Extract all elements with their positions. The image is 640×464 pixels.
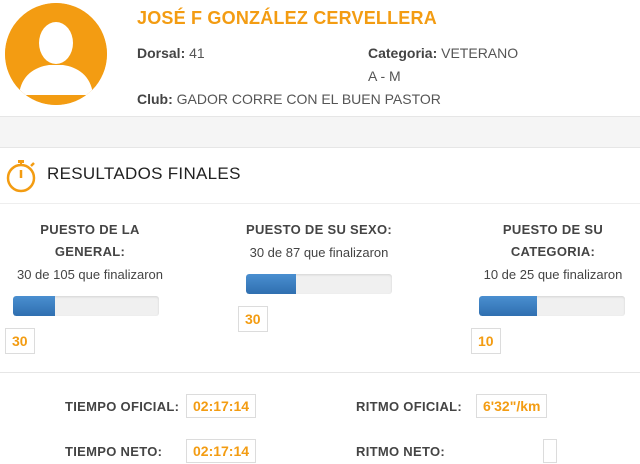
progress-bar-general — [13, 296, 159, 316]
stat-label-line1: PUESTO DE SU — [502, 222, 604, 237]
dorsal-label: Dorsal: — [137, 45, 186, 61]
section-divider — [0, 116, 640, 148]
stat-sexo: PUESTO DE SU SEXO: 30 de 87 que finaliza… — [229, 204, 409, 263]
categoria-value: VETERANO — [441, 45, 519, 61]
tiempo-neto-label: TIEMPO NETO: — [65, 444, 163, 459]
stat-sub: 30 de 87 que finalizaron — [249, 245, 389, 260]
position-badge-general: 30 — [5, 328, 35, 354]
runner-profile: JOSÉ F GONZÁLEZ CERVELLERA Dorsal: 41 Ca… — [0, 0, 640, 116]
stat-general: PUESTO DE LA GENERAL: 30 de 105 que fina… — [0, 204, 180, 285]
ritmo-oficial-label: RITMO OFICIAL: — [356, 399, 463, 414]
progress-fill — [13, 296, 55, 316]
stat-label-line1: PUESTO DE LA — [40, 222, 140, 237]
dorsal-field: Dorsal: 41 — [137, 45, 205, 61]
progress-fill — [246, 274, 297, 294]
tiempo-oficial-value: 02:17:14 — [186, 394, 257, 418]
dorsal-value: 41 — [189, 45, 205, 61]
avatar-icon — [5, 3, 107, 105]
club-field: Club: GADOR CORRE CON EL BUEN PASTOR — [137, 91, 441, 107]
results-stats: PUESTO DE LA GENERAL: 30 de 105 que fina… — [0, 203, 640, 368]
ritmo-neto-label: RITMO NETO: — [356, 444, 445, 459]
club-label: Club: — [137, 91, 173, 107]
stopwatch-icon — [6, 160, 36, 193]
categoria-label: Categoria: — [368, 45, 438, 61]
runner-name: JOSÉ F GONZÁLEZ CERVELLERA — [137, 8, 437, 28]
stat-sub: 30 de 105 que finalizaron — [16, 267, 163, 282]
club-value: GADOR CORRE CON EL BUEN PASTOR — [176, 91, 441, 107]
stat-label: PUESTO DE SU SEXO: — [229, 219, 409, 241]
progress-bar-sexo — [246, 274, 392, 294]
stat-sub: 10 de 25 que finalizaron — [483, 267, 623, 282]
results-title: RESULTADOS FINALES — [47, 164, 241, 183]
stat-label-line1: PUESTO DE SU SEXO: — [245, 222, 393, 237]
stat-label: PUESTO DE SU CATEGORIA: — [463, 219, 640, 263]
stat-label-line2: GENERAL: — [54, 244, 126, 259]
stat-categoria: PUESTO DE SU CATEGORIA: 10 de 25 que fin… — [463, 204, 640, 285]
progress-bar-categoria — [479, 296, 625, 316]
position-badge-categoria: 10 — [471, 328, 501, 354]
times-section: TIEMPO OFICIAL: 02:17:14 RITMO OFICIAL: … — [0, 372, 640, 464]
stat-label: PUESTO DE LA GENERAL: — [0, 219, 180, 263]
ritmo-neto-value — [543, 439, 557, 463]
categoria-value-line2: A - M — [368, 68, 401, 84]
progress-fill — [479, 296, 538, 316]
ritmo-oficial-value: 6'32"/km — [476, 394, 548, 418]
stat-label-line2: CATEGORIA: — [510, 244, 596, 259]
tiempo-neto-value: 02:17:14 — [186, 439, 257, 463]
position-badge-sexo: 30 — [238, 306, 268, 332]
results-header: RESULTADOS FINALES — [0, 149, 640, 201]
tiempo-oficial-label: TIEMPO OFICIAL: — [65, 399, 180, 414]
categoria-field: Categoria: VETERANO — [368, 45, 518, 61]
